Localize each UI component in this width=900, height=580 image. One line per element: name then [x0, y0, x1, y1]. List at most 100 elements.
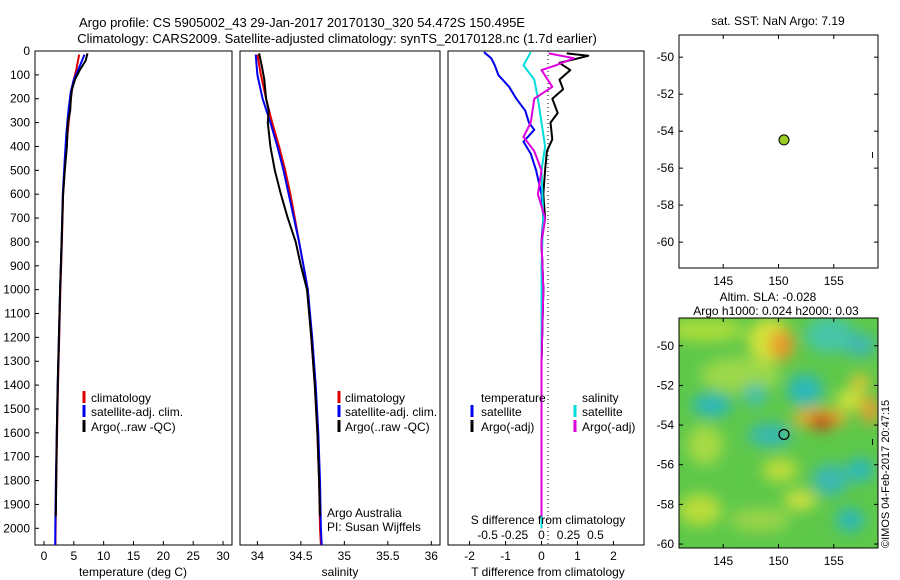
salinity-series-climatology — [256, 54, 322, 545]
temperature-x-label: temperature (deg C) — [79, 565, 187, 579]
depth-tick-label: 700 — [10, 211, 30, 225]
salinity-x-axis: 34 34.5 35 35.5 36 — [251, 541, 439, 563]
sla-heatmap — [679, 318, 878, 548]
sla-map-x-tick-label: 145 — [713, 554, 733, 568]
sla-map-y-tick-label: -60 — [657, 537, 675, 551]
depth-tick-label: 300 — [10, 116, 30, 130]
temperature-series-argo-raw-qc- — [54, 53, 89, 517]
depth-tick-label: 200 — [10, 92, 30, 106]
sla-map-y-tick-label: -58 — [657, 497, 675, 511]
difference-s-tick-label: 0 — [538, 528, 545, 542]
difference-series-salinity-argo-adj- — [522, 52, 575, 517]
sst-map-plot: 145 150 155 -50 -52 -54 -56 -58 -60 — [657, 35, 878, 288]
sla-map-y-tick-label: -56 — [657, 458, 675, 472]
sst-map-float-position — [778, 134, 790, 146]
sla-blob — [860, 396, 878, 424]
temperature-legend-climatology: climatology — [91, 391, 151, 405]
sla-blob — [748, 423, 792, 447]
salinity-annotation-pi: PI: Susan Wijffels — [327, 520, 421, 534]
sla-map-float-position — [778, 428, 790, 441]
sla-blob — [836, 508, 864, 532]
sst-map-y-tick-label: -58 — [657, 198, 675, 212]
depth-tick-label: 1400 — [3, 378, 30, 392]
difference-s-tick-label: 0.5 — [587, 528, 604, 542]
temperature-x-tick-label: 10 — [97, 549, 111, 563]
difference-s-tick-label: -0.25 — [501, 528, 529, 542]
temperature-x-tick-label: 5 — [70, 549, 77, 563]
difference-series-temperature-satellite — [483, 51, 545, 529]
difference-t-axis-title: T difference from climatology — [471, 565, 625, 579]
temperature-legend-satellite: satellite-adj. clim. — [91, 405, 183, 419]
sla-blob — [846, 458, 874, 482]
difference-series-temperature-argo-adj- — [540, 52, 590, 517]
depth-tick-label: 1500 — [3, 402, 30, 416]
difference-x-axis: -2 -1 0 1 2 -0.5 -0.25 0 0.25 0.5 — [464, 528, 617, 563]
sla-map-plot: 145 150 155 -50 -52 -54 -56 -58 -60 — [657, 318, 878, 568]
temperature-legend: climatology satellite-adj. clim. Argo(..… — [82, 391, 183, 434]
difference-t-tick-label: 1 — [574, 549, 581, 563]
temperature-legend-argo: Argo(..raw -QC) — [91, 420, 176, 434]
temperature-panel-frame — [34, 50, 233, 546]
sst-map-y-tick-label: -50 — [657, 50, 675, 64]
difference-s-tick-label: 0.25 — [557, 528, 581, 542]
sla-blob — [679, 494, 722, 526]
sla-map-x-tick-label: 150 — [768, 554, 788, 568]
sst-map-y-tick-label: -52 — [657, 87, 675, 101]
sst-map-y-tick-label: -56 — [657, 161, 675, 175]
difference-t-tick-label: 2 — [610, 549, 617, 563]
depth-tick-label: 100 — [10, 68, 30, 82]
depth-tick-label: 900 — [10, 259, 30, 273]
depth-tick-label: 1100 — [4, 307, 30, 321]
temperature-x-tick-label: 20 — [157, 549, 171, 563]
sst-map-x-tick-label: 155 — [824, 274, 844, 288]
sla-blob — [805, 318, 855, 353]
salinity-x-tick-label: 35 — [338, 549, 352, 563]
sla-blob — [700, 357, 780, 393]
sla-blob — [692, 393, 732, 417]
sla-map-side-marker: ı — [871, 436, 874, 448]
depth-tick-label: 600 — [10, 187, 30, 201]
salinity-series-satellite-adj-clim- — [254, 54, 323, 545]
sst-map-y-tick-label: -54 — [657, 124, 675, 138]
temperature-x-axis: 0 5 10 15 20 25 30 — [41, 541, 230, 563]
difference-legend-s-satellite: satellite — [582, 405, 623, 419]
depth-tick-label: 500 — [10, 163, 30, 177]
difference-legend-t-satellite: satellite — [481, 405, 522, 419]
salinity-x-tick-label: 35.5 — [376, 549, 400, 563]
sst-map-y-tick-label: -60 — [657, 235, 675, 249]
sla-map-title-line2: Argo h1000: 0.024 h2000: 0.03 — [693, 304, 859, 318]
sla-blob — [687, 425, 723, 465]
sla-blob — [844, 333, 876, 357]
salinity-x-tick-label: 34 — [251, 549, 265, 563]
depth-tick-label: 1700 — [3, 450, 30, 464]
temperature-x-tick-label: 25 — [187, 549, 201, 563]
sla-map-x-tick-label: 155 — [824, 554, 844, 568]
difference-s-axis-title: S difference from climatology — [471, 513, 626, 527]
difference-t-tick-label: -2 — [464, 549, 475, 563]
sla-blob — [770, 329, 794, 361]
depth-tick-label: 0 — [23, 44, 30, 58]
sla-blob — [812, 464, 848, 496]
sla-blob — [743, 383, 767, 407]
salinity-series-argo-raw-qc- — [258, 53, 321, 517]
depth-tick-label: 800 — [10, 235, 30, 249]
salinity-x-label: salinity — [322, 565, 359, 579]
depth-axis: 0 100 200 300 400 500 600 700 800 900 1000 1100 1200… — [3, 44, 39, 535]
sla-blob — [850, 374, 870, 390]
salinity-panel-frame — [239, 50, 441, 546]
sst-map-x-tick-label: 150 — [768, 274, 788, 288]
sla-map-y-tick-label: -52 — [657, 378, 675, 392]
sla-blob — [679, 318, 745, 342]
imos-watermark: ©IMOS 04-Feb-2017 20:47:15 — [880, 400, 892, 548]
sla-map-title-line1: Altim. SLA: -0.028 — [720, 290, 817, 304]
salinity-legend: climatology satellite-adj. clim. Argo(..… — [337, 391, 437, 434]
depth-tick-label: 1300 — [3, 354, 30, 368]
difference-legend-t-argo: Argo(-adj) — [481, 420, 534, 434]
header-title-line1: Argo profile: CS 5905002_43 29-Jan-2017 … — [79, 15, 525, 30]
depth-tick-label: 400 — [10, 139, 30, 153]
salinity-x-tick-label: 36 — [425, 549, 439, 563]
sla-map-y-tick-label: -50 — [657, 339, 675, 353]
sst-map-title: sat. SST: NaN Argo: 7.19 — [711, 14, 845, 28]
difference-t-tick-label: -1 — [500, 549, 511, 563]
